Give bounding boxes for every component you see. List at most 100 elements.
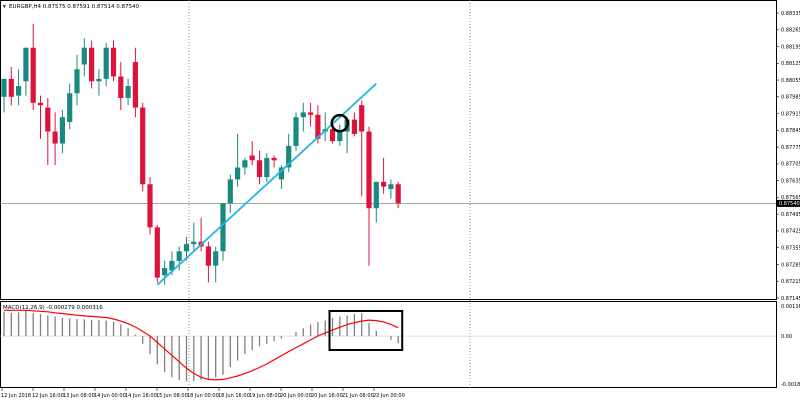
- candle: [154, 224, 160, 283]
- candle-body: [67, 93, 73, 122]
- candle: [118, 62, 124, 110]
- candle: [89, 40, 95, 89]
- candle: [286, 133, 292, 173]
- candle-body: [337, 131, 343, 142]
- candle: [395, 181, 401, 209]
- chart-symbol-header: EURGBP,H4 0.87575 0.87591 0.87514 0.8754…: [9, 4, 140, 10]
- price-tick-label: 0.87845: [781, 128, 800, 134]
- candle-body: [183, 244, 190, 252]
- time-tick-label: 21 Jun 08:00: [342, 393, 374, 399]
- candle: [103, 42, 109, 87]
- candle-body: [205, 246, 211, 266]
- macd-signal-line: [4, 309, 399, 381]
- candle-body: [373, 181, 379, 209]
- candle-body: [235, 167, 241, 180]
- price-tick-label: 0.87145: [781, 296, 800, 302]
- time-tick-label: 20 Jun 16:00: [311, 393, 343, 399]
- candle-body: [169, 260, 175, 271]
- candle-body: [351, 119, 357, 134]
- candle-body: [381, 181, 387, 187]
- candle-body: [1, 78, 7, 97]
- candle-body: [45, 107, 51, 132]
- candle: [271, 155, 277, 168]
- time-axis: 12 Jun 2018 12 Jun 16:00 13 Jun 08:00 14 Ju…: [1, 388, 405, 399]
- price-tick-label: 0.87915: [781, 111, 800, 117]
- candle: [227, 174, 233, 213]
- candle-body: [366, 131, 372, 209]
- candle-body: [191, 241, 197, 245]
- candle: [96, 69, 102, 96]
- candle: [74, 54, 80, 106]
- candle-body: [37, 102, 44, 106]
- trendline[interactable]: [156, 82, 377, 286]
- candle: [373, 181, 379, 223]
- time-tick-label: 18 Jun 00:00: [187, 393, 219, 399]
- time-tick-label: 14 Jun 16:00: [125, 393, 157, 399]
- candle-body: [264, 157, 270, 178]
- candle: [23, 47, 29, 96]
- time-tick-label: 22 Jun 00:00: [373, 393, 405, 399]
- candle-body: [249, 155, 255, 161]
- candle-body: [293, 117, 299, 146]
- candle-body: [147, 184, 153, 228]
- candle: [220, 203, 226, 261]
- candle-body: [395, 184, 401, 204]
- macd-axis: 0.001165 0.00 -0.00186: [781, 304, 800, 388]
- price-tick-label: 0.87495: [781, 212, 800, 218]
- candle: [213, 246, 219, 283]
- candle: [264, 153, 270, 182]
- candle: [110, 40, 117, 82]
- candle: [176, 246, 182, 271]
- candle: [37, 95, 44, 139]
- candle: [205, 241, 211, 283]
- candle: [278, 165, 284, 190]
- candle-body: [16, 86, 22, 96]
- current-price-label: 0.87540: [779, 201, 800, 207]
- time-tick-label: 12 Jun 16:00: [32, 393, 64, 399]
- candle: [45, 98, 51, 166]
- candle: [242, 157, 248, 175]
- candle: [140, 102, 146, 192]
- candle: [59, 109, 65, 154]
- candle-body: [89, 47, 95, 82]
- macd-histogram-layer: [3, 310, 399, 382]
- candle-body: [220, 203, 226, 252]
- candle: [147, 177, 153, 235]
- candle-body: [286, 145, 292, 168]
- candle: [1, 78, 7, 113]
- price-tick-label: 0.88195: [781, 44, 800, 50]
- price-axis: 0.88335 0.88265 0.88195 0.88125 0.88055 0.879…: [776, 11, 800, 302]
- candle-body: [329, 129, 336, 142]
- candle: [249, 141, 255, 166]
- macd-tick-label: -0.00186: [781, 382, 800, 388]
- candle: [162, 260, 168, 285]
- current-price-tag: [777, 199, 800, 207]
- time-tick-label: 14 Jun 00:00: [94, 393, 126, 399]
- time-tick-label: 19 Jun 08:00: [249, 393, 281, 399]
- candle: [293, 112, 299, 151]
- candle-body: [110, 47, 117, 77]
- candle-body: [96, 78, 102, 82]
- price-tick-label: 0.87425: [781, 229, 800, 235]
- price-tick-label: 0.87635: [781, 178, 800, 184]
- candle: [256, 150, 263, 185]
- price-tick-label: 0.88055: [781, 78, 800, 84]
- candle: [308, 102, 314, 127]
- macd-tick-label: 0.001165: [781, 304, 800, 310]
- price-tick-label: 0.87215: [781, 279, 800, 285]
- breakout-circle-marker[interactable]: [330, 113, 350, 133]
- candle: [337, 124, 343, 146]
- candle-body: [359, 105, 365, 132]
- candle-body: [118, 76, 124, 99]
- candle: [381, 157, 387, 194]
- candle-body: [132, 62, 138, 108]
- time-tick-label: 15 Jun 08:00: [156, 393, 188, 399]
- time-tick-label: 18 Jun 16:00: [218, 393, 250, 399]
- candle: [191, 222, 197, 252]
- time-tick-label: 12 Jun 2018: [1, 393, 31, 399]
- price-tick-label: 0.87705: [781, 162, 800, 168]
- macd-highlight-box[interactable]: [328, 310, 404, 351]
- candle-body: [59, 117, 65, 144]
- candle-body: [23, 47, 29, 82]
